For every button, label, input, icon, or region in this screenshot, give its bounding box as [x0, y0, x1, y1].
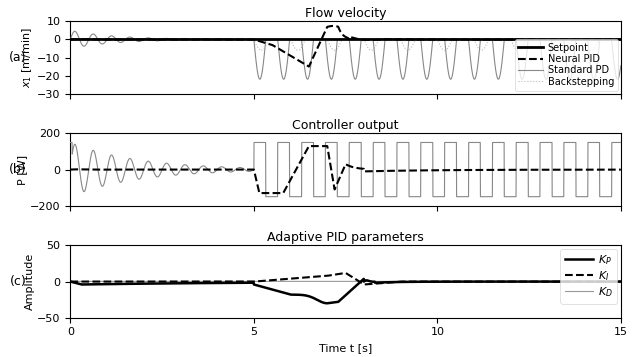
$K_P$ — [331, 300, 339, 305]
$K_P$ — [249, 281, 257, 285]
Line: $K_P$: $K_P$ — [70, 279, 621, 303]
$K_D$ — [401, 279, 408, 283]
Backstepping — [331, 48, 339, 52]
$K_I$ — [617, 280, 625, 284]
Title: Controller output: Controller output — [292, 119, 399, 132]
Standard PD — [177, 37, 184, 42]
$K_D$ — [285, 279, 293, 283]
Neural PID — [249, 37, 257, 42]
$K_I$ — [401, 280, 408, 284]
Standard PD — [401, 73, 408, 77]
Backstepping — [257, 48, 265, 52]
Backstepping — [67, 37, 74, 42]
Line: $K_I$: $K_I$ — [70, 273, 621, 285]
$K_P$ — [285, 292, 293, 296]
$K_D$ — [249, 279, 257, 283]
Backstepping — [286, 37, 294, 42]
Neural PID — [176, 37, 184, 42]
$K_P$ — [323, 301, 331, 306]
$K_D$ — [331, 279, 339, 283]
Setpoint — [249, 37, 257, 42]
Setpoint — [617, 37, 625, 42]
Neural PID — [401, 37, 408, 41]
Standard PD — [331, 61, 339, 65]
$K_I$ — [331, 272, 339, 277]
$K_D$ — [592, 279, 600, 283]
Setpoint — [331, 37, 339, 42]
Neural PID — [305, 65, 313, 69]
$K_P$ — [176, 281, 184, 286]
Y-axis label: P [W]: P [W] — [17, 155, 28, 185]
$K_P$ — [593, 280, 600, 284]
Backstepping — [617, 37, 625, 42]
Title: Flow velocity: Flow velocity — [305, 7, 387, 20]
Backstepping — [249, 37, 257, 42]
Standard PD — [399, 77, 407, 81]
$K_I$ — [593, 280, 600, 284]
Neural PID — [285, 53, 293, 57]
Setpoint — [67, 37, 74, 42]
Legend: $K_P$, $K_I$, $K_D$: $K_P$, $K_I$, $K_D$ — [561, 249, 618, 303]
Line: Neural PID: Neural PID — [70, 26, 621, 67]
$K_I$ — [342, 271, 349, 275]
$K_I$ — [285, 277, 293, 281]
Setpoint — [401, 37, 408, 42]
Neural PID — [617, 37, 625, 42]
Standard PD — [71, 29, 79, 34]
Y-axis label: $x_1$ [m/min]: $x_1$ [m/min] — [20, 27, 35, 88]
Standard PD — [593, 69, 600, 73]
Title: Adaptive PID parameters: Adaptive PID parameters — [268, 231, 424, 244]
$K_I$ — [67, 280, 74, 284]
Setpoint — [285, 37, 293, 42]
Setpoint — [592, 37, 600, 42]
Neural PID — [329, 24, 337, 28]
Backstepping — [176, 37, 184, 42]
$K_D$ — [67, 279, 74, 283]
$K_I$ — [360, 282, 368, 287]
Backstepping — [401, 45, 408, 50]
Standard PD — [286, 37, 294, 42]
Line: Standard PD: Standard PD — [70, 31, 621, 79]
Legend: Setpoint, Neural PID, Standard PD, Backstepping: Setpoint, Neural PID, Standard PD, Backs… — [515, 39, 618, 91]
Neural PID — [332, 24, 339, 28]
Y-axis label: Amplitude: Amplitude — [24, 253, 35, 310]
Backstepping — [592, 43, 600, 47]
$K_P$ — [360, 277, 367, 281]
$K_I$ — [249, 280, 257, 284]
$K_D$ — [617, 279, 625, 283]
Standard PD — [617, 64, 625, 68]
$K_P$ — [617, 280, 625, 284]
Standard PD — [250, 37, 257, 42]
Neural PID — [67, 37, 74, 42]
$K_P$ — [401, 280, 408, 284]
$K_D$ — [176, 279, 184, 283]
$K_I$ — [176, 280, 184, 284]
Line: Backstepping: Backstepping — [70, 40, 621, 50]
$K_P$ — [67, 280, 74, 284]
Standard PD — [67, 37, 74, 42]
X-axis label: Time t [s]: Time t [s] — [319, 343, 372, 353]
Neural PID — [593, 37, 600, 42]
Text: (a): (a) — [9, 51, 26, 64]
Setpoint — [176, 37, 184, 42]
Text: (c): (c) — [10, 275, 26, 288]
Text: (b): (b) — [9, 163, 26, 176]
